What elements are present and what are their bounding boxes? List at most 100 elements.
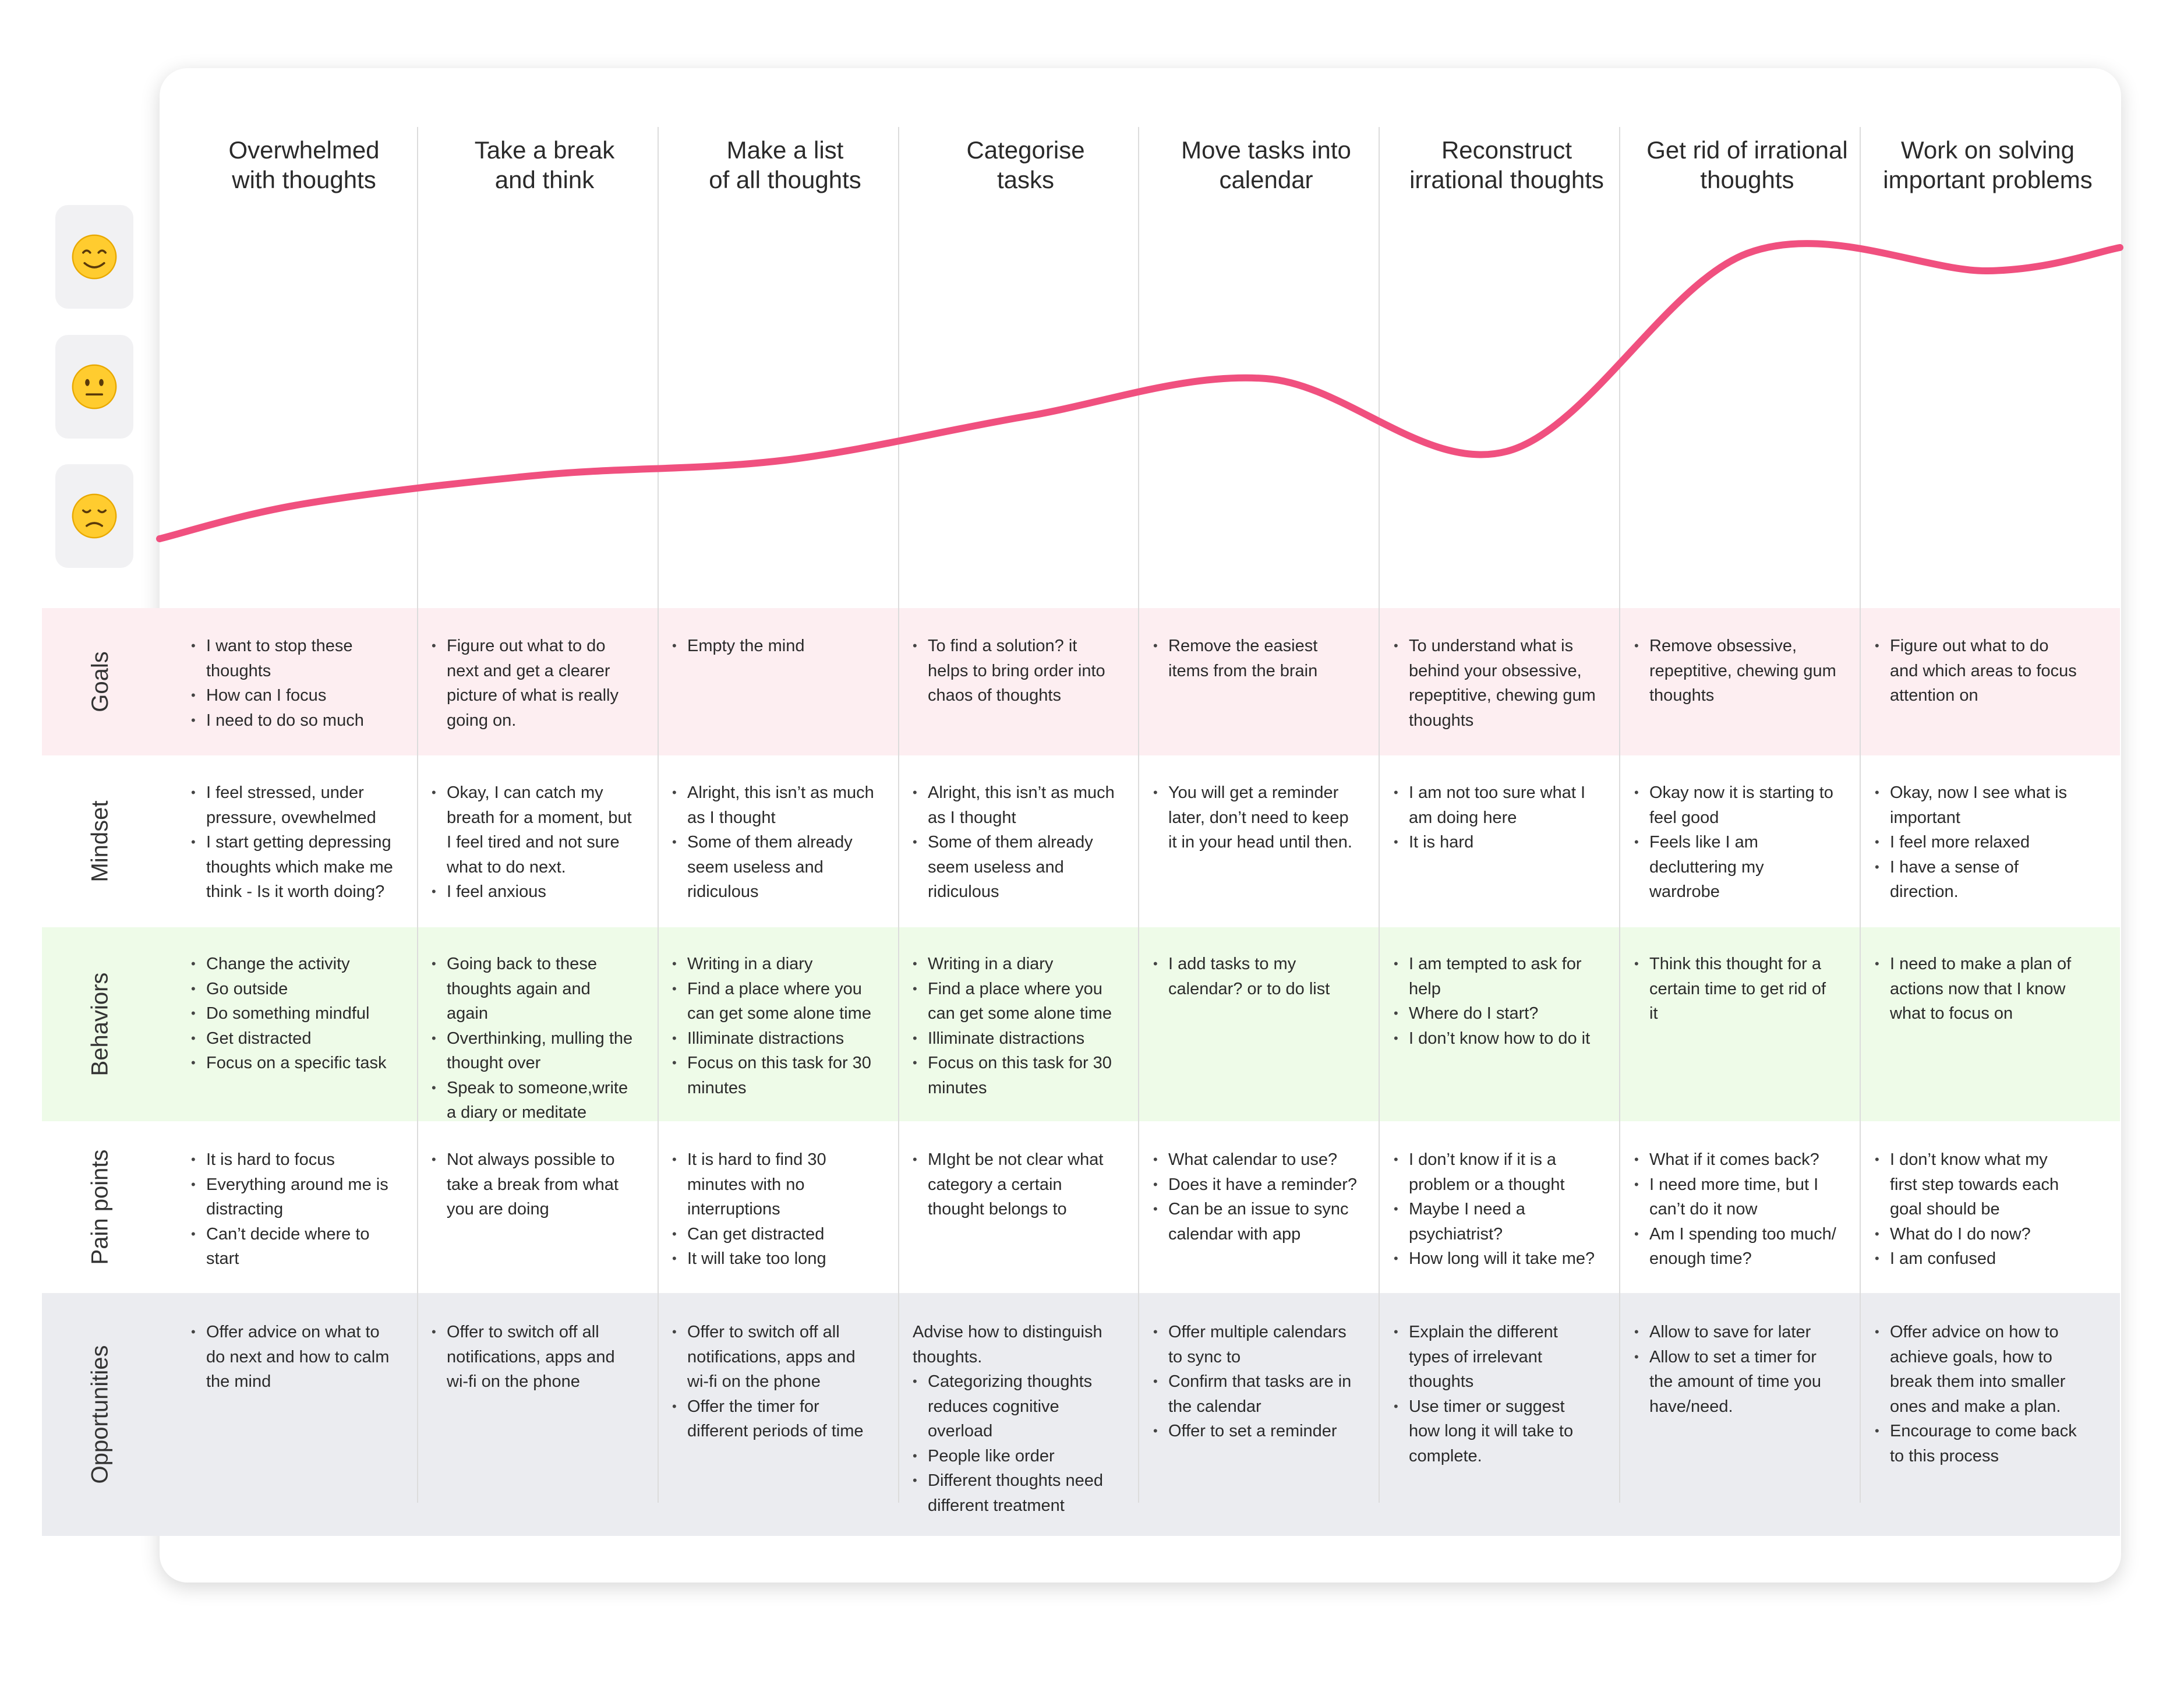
journey-cell: I am not too sure what I am doing hereIt… <box>1394 780 1598 855</box>
list-item: Figure out what to do next and get a cle… <box>432 634 635 733</box>
journey-cell: Offer multiple calendars to sync toConfi… <box>1153 1320 1357 1444</box>
stage-title: Categorise tasks <box>966 136 1085 193</box>
list-item: Offer the timer for different periods of… <box>672 1394 876 1444</box>
list-item: Offer to switch off all notifications, a… <box>432 1320 635 1394</box>
list-item: I am tempted to ask for help <box>1394 952 1598 1001</box>
list-item: Get distracted <box>191 1026 395 1051</box>
bullet-list: Offer to switch off all notifications, a… <box>432 1320 635 1394</box>
list-item: Offer to set a reminder <box>1153 1419 1357 1444</box>
list-item: What calendar to use? <box>1153 1147 1357 1172</box>
list-item: I am not too sure what I am doing here <box>1394 780 1598 830</box>
journey-cell: Okay, I can catch my breath for a moment… <box>432 780 635 905</box>
list-item: Illiminate distractions <box>672 1026 876 1051</box>
bullet-list: It is hard to focusEverything around me … <box>191 1147 395 1271</box>
list-item: I need to do so much <box>191 708 395 733</box>
list-item: Alright, this isn’t as much as I thought <box>913 780 1116 830</box>
list-item: Categorizing thoughts reduces cognitive … <box>913 1369 1116 1444</box>
journey-cell: Offer advice on how to achieve goals, ho… <box>1875 1320 2079 1468</box>
list-item: Confirm that tasks are in the calendar <box>1153 1369 1357 1419</box>
list-item: I feel anxious <box>432 879 635 905</box>
list-item: Figure out what to do and which areas to… <box>1875 634 2079 708</box>
list-item: Feels like I am decluttering my wardrobe <box>1634 830 1838 905</box>
list-item: Allow to set a timer for the amount of t… <box>1634 1345 1838 1419</box>
list-item: Can’t decide where to start <box>191 1222 395 1271</box>
row-label: Pain points <box>42 1121 158 1293</box>
journey-cell: I need to make a plan of actions now tha… <box>1875 952 2079 1026</box>
bullet-list: MIght be not clear what category a certa… <box>913 1147 1116 1222</box>
list-item: I have a sense of direction. <box>1875 855 2079 905</box>
list-item: Writing in a diary <box>913 952 1116 977</box>
journey-cell: What if it comes back?I need more time, … <box>1634 1147 1838 1271</box>
list-item: I feel more relaxed <box>1875 830 2079 855</box>
bullet-list: What if it comes back?I need more time, … <box>1634 1147 1838 1271</box>
row-label-text: Pain points <box>87 1149 113 1265</box>
list-item: Encourage to come back to this process <box>1875 1419 2079 1468</box>
bullet-list: Offer advice on how to achieve goals, ho… <box>1875 1320 2079 1468</box>
journey-cell: Writing in a diaryFind a place where you… <box>672 952 876 1100</box>
bullet-list: I don’t know if it is a problem or a tho… <box>1394 1147 1598 1271</box>
list-item: It is hard to find 30 minutes with no in… <box>672 1147 876 1222</box>
stage-title: Get rid of irrational thoughts <box>1646 136 1848 193</box>
row-label: Mindset <box>42 755 158 927</box>
list-item: What if it comes back? <box>1634 1147 1838 1172</box>
journey-cell: MIght be not clear what category a certa… <box>913 1147 1116 1222</box>
journey-cell: You will get a reminder later, don’t nee… <box>1153 780 1357 855</box>
bullet-list: Empty the mind <box>672 634 876 659</box>
bullet-list: To find a solution? it helps to bring or… <box>913 634 1116 708</box>
list-item: Where do I start? <box>1394 1001 1598 1026</box>
bullet-list: Alright, this isn’t as much as I thought… <box>913 780 1116 905</box>
list-item: I don’t know what my first step towards … <box>1875 1147 2079 1222</box>
journey-cell: To find a solution? it helps to bring or… <box>913 634 1116 708</box>
bullet-list: Explain the different types of irrelevan… <box>1394 1320 1598 1468</box>
journey-cell: It is hard to find 30 minutes with no in… <box>672 1147 876 1271</box>
list-item: Focus on this task for 30 minutes <box>672 1051 876 1100</box>
bullet-list: Remove the easiest items from the brain <box>1153 634 1357 683</box>
list-item: I don’t know if it is a problem or a tho… <box>1394 1147 1598 1197</box>
list-item: Does it have a reminder? <box>1153 1172 1357 1198</box>
bullet-list: Think this thought for a certain time to… <box>1634 952 1838 1026</box>
list-item: MIght be not clear what category a certa… <box>913 1147 1116 1222</box>
bullet-list: Alright, this isn’t as much as I thought… <box>672 780 876 905</box>
row-label-text: Goals <box>87 651 113 712</box>
journey-cell: I want to stop these thoughtsHow can I f… <box>191 634 395 733</box>
list-item: I need more time, but I can’t do it now <box>1634 1172 1838 1222</box>
row-label: Behaviors <box>42 927 158 1121</box>
journey-cell: Offer advice on what to do next and how … <box>191 1320 395 1394</box>
bullet-list: What calendar to use?Does it have a remi… <box>1153 1147 1357 1246</box>
journey-cell: Okay now it is starting to feel goodFeel… <box>1634 780 1838 905</box>
list-item: Explain the different types of irrelevan… <box>1394 1320 1598 1394</box>
journey-cell: Okay, now I see what is importantI feel … <box>1875 780 2079 905</box>
list-item: Allow to save for later <box>1634 1320 1838 1345</box>
list-item: Can be an issue to sync calendar with ap… <box>1153 1197 1357 1246</box>
smiling-face-icon <box>70 232 119 281</box>
bullet-list: Offer advice on what to do next and how … <box>191 1320 395 1394</box>
journey-cell: Offer to switch off all notifications, a… <box>432 1320 635 1394</box>
journey-cell: Change the activityGo outsideDo somethin… <box>191 952 395 1076</box>
row-label-text: Opportunities <box>87 1345 113 1484</box>
bullet-list: I want to stop these thoughtsHow can I f… <box>191 634 395 733</box>
list-item: Offer to switch off all notifications, a… <box>672 1320 876 1394</box>
list-item: I don’t know how to do it <box>1394 1026 1598 1051</box>
list-item: What do I do now? <box>1875 1222 2079 1247</box>
list-item: Go outside <box>191 977 395 1002</box>
list-item: Not always possible to take a break from… <box>432 1147 635 1222</box>
cell-intro-text: Advise how to distinguish thoughts. <box>913 1323 1102 1366</box>
bullet-list: Okay, I can catch my breath for a moment… <box>432 780 635 905</box>
bullet-list: I am tempted to ask for helpWhere do I s… <box>1394 952 1598 1051</box>
list-item: People like order <box>913 1444 1116 1469</box>
stage-title: Reconstruct irrational thoughts <box>1409 136 1604 193</box>
list-item: Can get distracted <box>672 1222 876 1247</box>
journey-cell: It is hard to focusEverything around me … <box>191 1147 395 1271</box>
bullet-list: Categorizing thoughts reduces cognitive … <box>913 1369 1116 1518</box>
bullet-list: Change the activityGo outsideDo somethin… <box>191 952 395 1076</box>
neutral-face-icon <box>70 362 119 411</box>
journey-cell: I add tasks to my calendar? or to do lis… <box>1153 952 1357 1001</box>
list-item: Okay, I can catch my breath for a moment… <box>432 780 635 879</box>
journey-cell: Offer to switch off all notifications, a… <box>672 1320 876 1444</box>
list-item: It is hard <box>1394 830 1598 855</box>
list-item: Find a place where you can get some alon… <box>672 977 876 1026</box>
bullet-list: I don’t know what my first step towards … <box>1875 1147 2079 1271</box>
list-item: Offer advice on how to achieve goals, ho… <box>1875 1320 2079 1419</box>
emotion-level-happy <box>55 205 133 309</box>
list-item: Do something mindful <box>191 1001 395 1026</box>
